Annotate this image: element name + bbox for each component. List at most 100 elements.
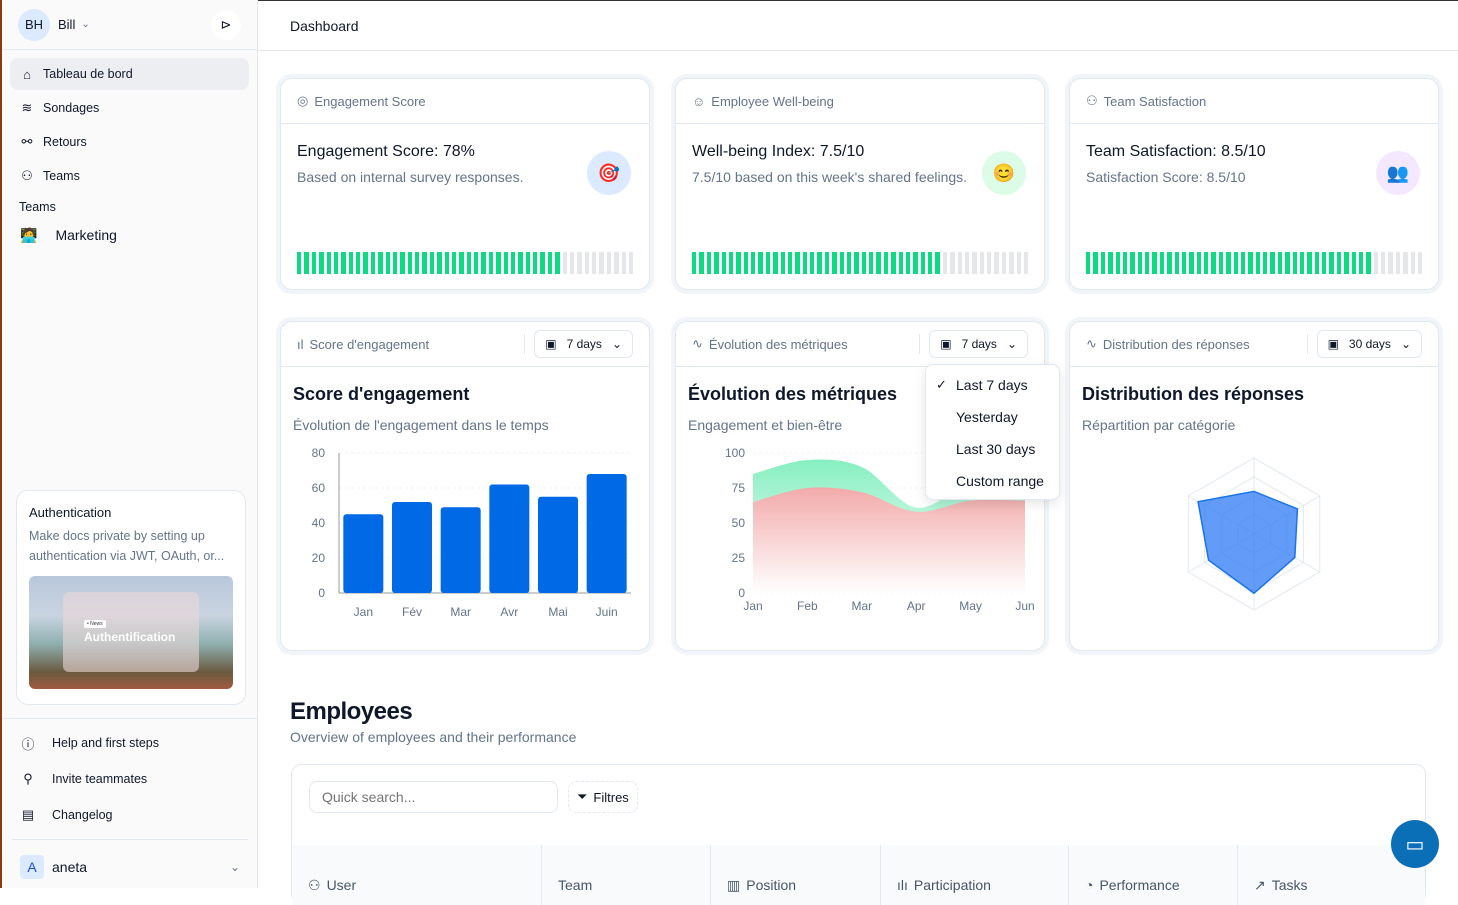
menu-item-last-30-days[interactable]: Last 30 days: [926, 433, 1059, 465]
range-select[interactable]: ▣ 7 days ⌄: [534, 330, 633, 358]
progress-segment: [1277, 252, 1283, 274]
x-tick-label: Jan: [743, 599, 762, 613]
y-tick-label: 40: [312, 516, 326, 530]
progress-segment: [1336, 252, 1342, 274]
menu-label: Last 7 days: [956, 377, 1028, 393]
column-user[interactable]: ⚇ User: [292, 845, 542, 905]
progress-segment: [569, 252, 575, 274]
progress-segment: [765, 252, 771, 274]
user-plus-icon: ⚲: [23, 771, 33, 786]
chart-card-engagement: ıl Score d'engagement ▣ 7 days ⌄ Score d'en…: [280, 321, 650, 651]
progress-segment: [407, 252, 412, 274]
chart-title: Score d'engagement: [293, 384, 470, 404]
progress-segment: [832, 252, 837, 274]
progress-segment: [1344, 252, 1349, 274]
kpi-title: Team Satisfaction: 8.5/10: [1086, 143, 1266, 160]
progress-segment: [422, 252, 427, 274]
sidebar-item-feedback[interactable]: ⚯ Retours: [10, 126, 249, 158]
progress-segment: [628, 252, 634, 274]
progress-segment: [1159, 252, 1165, 274]
team-item-marketing[interactable]: 🧑‍💻 Marketing: [10, 220, 249, 250]
menu-item-custom-range[interactable]: Custom range: [926, 465, 1059, 497]
chat-support-button[interactable]: ▭: [1391, 820, 1439, 868]
chart-card-distribution: ∿ Distribution des réponses ▣ 30 days ⌄ Dis…: [1069, 321, 1439, 651]
progress-segment: [883, 252, 889, 274]
y-tick-label: 80: [312, 446, 326, 460]
column-label: User: [326, 877, 357, 893]
progress-segment: [979, 252, 984, 274]
changelog-link[interactable]: ▤ Changelog: [10, 797, 250, 833]
progress-segment: [1373, 252, 1378, 274]
chart-card-metrics: ∿ Évolution des métriques ▣ 7 days ⌄ Évolut…: [675, 321, 1045, 651]
progress-segment: [869, 252, 874, 274]
progress-segment: [1270, 252, 1275, 274]
progress-segment: [547, 252, 553, 274]
progress-segment: [810, 252, 815, 274]
calendar-icon: ▣: [1327, 337, 1339, 351]
column-team[interactable]: Team: [542, 845, 711, 905]
x-tick-label: Mai: [548, 605, 567, 619]
chevron-down-icon[interactable]: ⌄: [81, 19, 90, 30]
people-emoji-icon: 👥: [1376, 151, 1420, 195]
team-label: Marketing: [55, 227, 117, 243]
progress-segment: [1152, 252, 1157, 274]
search-input[interactable]: [309, 781, 558, 813]
progress-segment: [326, 252, 331, 274]
progress-segment: [459, 252, 464, 274]
range-select[interactable]: ▣ 30 days ⌄: [1316, 330, 1422, 358]
avatar[interactable]: BH: [18, 8, 50, 41]
bar: [343, 514, 384, 593]
progress-segment: [714, 252, 719, 274]
menu-item-yesterday[interactable]: Yesterday: [926, 401, 1059, 433]
bar: [489, 484, 530, 593]
progress-segment: [920, 252, 925, 274]
user-menu[interactable]: Bill: [58, 17, 76, 32]
progress-segment: [348, 252, 353, 274]
column-performance[interactable]: ◔ Performance: [1069, 845, 1238, 905]
progress-segment: [319, 252, 324, 274]
progress-segment: [356, 252, 361, 274]
sidebar-item-dashboard[interactable]: ⌂ Tableau de bord: [10, 58, 249, 90]
y-tick-label: 75: [732, 481, 746, 495]
progress-segment: [1211, 252, 1216, 274]
column-position[interactable]: ▥ Position: [711, 845, 881, 905]
chart-title: Distribution des réponses: [1082, 384, 1305, 404]
sidebar-nav: ⌂ Tableau de bord ≋ Sondages ⚯ Retours ⚇ Tea…: [2, 50, 257, 258]
chevron-down-icon: ⌄: [1006, 337, 1017, 351]
layers-icon: ≋: [21, 100, 33, 115]
filter-button[interactable]: ⏷ Filtres: [568, 781, 638, 813]
progress-segment: [1248, 252, 1253, 274]
sidebar-item-surveys[interactable]: ≋ Sondages: [10, 92, 249, 124]
progress-segment: [736, 252, 741, 274]
teams-section-label: Teams: [19, 200, 56, 214]
account-switcher[interactable]: A aneta ⌄: [12, 839, 248, 885]
x-tick-label: Jun: [1015, 599, 1034, 613]
y-tick-label: 60: [312, 481, 326, 495]
invite-link[interactable]: ⚲ Invite teammates: [10, 761, 250, 797]
progress-segment: [378, 252, 383, 274]
x-tick-label: May: [959, 599, 982, 613]
progress-segment: [846, 252, 852, 274]
column-participation[interactable]: ılı Participation: [881, 845, 1069, 905]
progress-segment: [584, 252, 589, 274]
home-icon: ⌂: [23, 66, 31, 82]
employees-title: Employees: [290, 698, 413, 725]
progress-segment: [1263, 252, 1268, 274]
progress-segment: [621, 252, 626, 274]
progress-segment: [415, 252, 420, 274]
technologist-emoji-icon: 🧑‍💻: [20, 226, 38, 243]
progress-segment: [898, 252, 903, 274]
help-link[interactable]: ⓘ Help and first steps: [10, 725, 250, 761]
progress-segment: [488, 252, 494, 274]
sidebar-item-teams[interactable]: ⚇ Teams: [10, 160, 249, 192]
menu-label: Last 30 days: [956, 441, 1036, 457]
progress-segment: [1023, 252, 1029, 274]
progress-segment: [533, 252, 538, 274]
menu-item-last-7-days[interactable]: ✓ Last 7 days: [926, 369, 1059, 401]
sidebar-toggle-icon[interactable]: ⊳: [211, 9, 241, 40]
range-select[interactable]: ▣ 7 days ⌄: [929, 330, 1028, 358]
nav-label: Retours: [43, 135, 87, 149]
check-icon: ✓: [936, 377, 947, 392]
promo-card[interactable]: Authentication Make docs private by sett…: [16, 490, 246, 705]
progress-segment: [606, 252, 612, 274]
